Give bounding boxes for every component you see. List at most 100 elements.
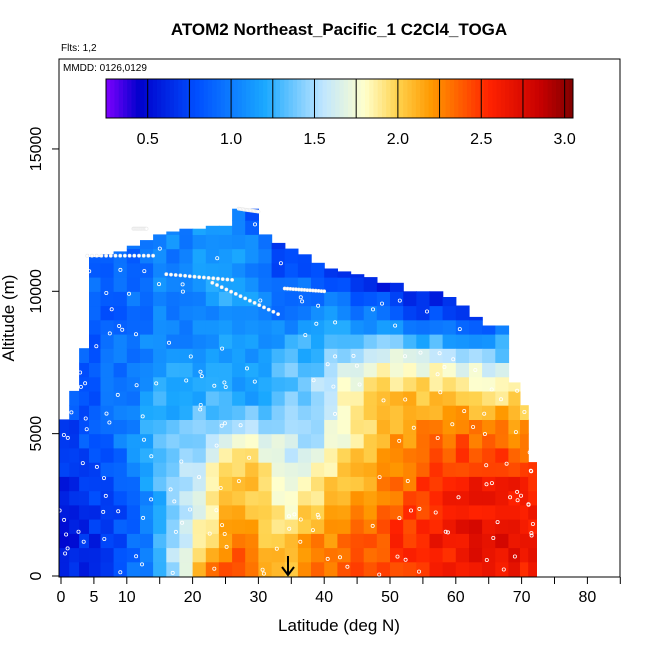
heatmap-cell: [284, 519, 299, 534]
sample-point: [140, 414, 145, 419]
colorbar-swatch: [551, 79, 557, 118]
sample-point: [238, 294, 243, 299]
heatmap-cell: [89, 462, 102, 477]
heatmap-cell: [59, 504, 70, 520]
colorbar-swatch: [471, 79, 476, 118]
heatmap-cell: [205, 225, 220, 235]
colorbar-swatch: [258, 79, 264, 118]
dates-note: MMDD: 0126,0129: [63, 63, 147, 74]
heatmap-cell: [520, 504, 529, 520]
heatmap-cell: [455, 376, 470, 392]
sample-point: [216, 276, 220, 281]
heatmap-cell: [337, 419, 352, 435]
heatmap-cell: [153, 490, 167, 506]
heatmap-cell: [126, 419, 141, 435]
heatmap-cell: [140, 305, 154, 321]
sample-point: [462, 409, 467, 414]
heatmap-cell: [297, 334, 312, 349]
heatmap-cell: [89, 561, 102, 577]
heatmap-cell: [495, 376, 510, 392]
heatmap-cell: [508, 433, 521, 449]
heatmap-cell: [429, 348, 444, 363]
heatmap-cell: [126, 319, 141, 335]
heatmap-cell: [258, 476, 273, 492]
heatmap-cell: [455, 319, 470, 335]
heatmap-cell: [469, 319, 483, 335]
heatmap-cell: [363, 561, 378, 577]
heatmap-cell: [89, 362, 102, 378]
colorbar-swatch: [241, 79, 247, 118]
heatmap-cell: [311, 447, 325, 463]
heatmap-cell: [455, 462, 470, 477]
heatmap-cell: [482, 519, 496, 534]
heatmap-cell: [258, 348, 273, 363]
heatmap-cell: [258, 319, 273, 335]
heatmap-cell: [100, 504, 115, 520]
heatmap-cell: [232, 405, 246, 420]
sample-point: [215, 256, 220, 261]
heatmap-cell: [297, 305, 312, 321]
heatmap-cell: [218, 476, 233, 492]
heatmap-cell: [126, 462, 141, 477]
heatmap-cell: [442, 504, 457, 520]
heatmap-cell: [166, 248, 181, 264]
heatmap-cell: [311, 262, 325, 278]
x-tick-label: 0: [57, 589, 66, 606]
heatmap-cell: [113, 476, 128, 492]
colorbar-swatch: [543, 79, 549, 118]
heatmap-cell: [520, 462, 529, 477]
heatmap-cell: [324, 533, 338, 549]
heatmap-cell: [166, 561, 181, 577]
sample-point: [144, 226, 149, 231]
heatmap-cell: [495, 533, 510, 549]
heatmap-cell: [390, 319, 404, 335]
heatmap-cell: [311, 490, 325, 506]
sample-point: [117, 323, 122, 328]
heatmap-cell: [79, 476, 90, 492]
heatmap-cell: [205, 519, 220, 534]
heatmap-cell: [390, 405, 404, 420]
sample-point: [188, 354, 193, 359]
colorbar-frame: [105, 78, 574, 119]
heatmap-cell: [403, 433, 417, 449]
sample-point: [298, 539, 303, 544]
sample-point: [65, 546, 70, 551]
colorbar-swatch: [458, 79, 464, 118]
sample-point: [127, 253, 132, 258]
sample-point: [127, 291, 132, 296]
heatmap-cell: [297, 405, 312, 420]
heatmap-cell: [429, 561, 444, 577]
colorbar-swatch: [267, 79, 273, 118]
heatmap-cell: [100, 291, 115, 307]
sample-point: [408, 508, 413, 513]
heatmap-cell: [390, 362, 404, 378]
heatmap-cell: [390, 490, 404, 506]
colorbar-swatch: [454, 79, 459, 118]
heatmap-cell: [192, 490, 207, 506]
heatmap-cell: [205, 362, 220, 378]
heatmap-cell: [469, 447, 483, 463]
colorbar-swatch: [118, 79, 124, 118]
x-tick-label: 10: [118, 589, 136, 606]
sample-point: [437, 351, 442, 356]
heatmap-cell: [205, 248, 220, 264]
heatmap-cell: [284, 376, 299, 392]
heatmap-cell: [113, 447, 128, 463]
heatmap-cell: [166, 462, 181, 477]
colorbar-swatch: [284, 79, 290, 118]
heatmap-cell: [455, 433, 470, 449]
heatmap-cell: [79, 504, 90, 520]
heatmap-cell: [153, 305, 167, 321]
heatmap-cell: [284, 504, 299, 520]
heatmap-cell: [495, 447, 510, 463]
heatmap-cell: [166, 231, 181, 235]
heatmap-cell: [390, 376, 404, 392]
sample-point: [223, 384, 228, 389]
heatmap-cell: [192, 462, 207, 477]
heatmap-cell: [192, 334, 207, 349]
heatmap-cell: [153, 433, 167, 449]
heatmap-cell: [350, 405, 365, 420]
heatmap-cell: [508, 476, 521, 492]
sample-point: [438, 390, 443, 395]
sample-point: [222, 421, 227, 426]
